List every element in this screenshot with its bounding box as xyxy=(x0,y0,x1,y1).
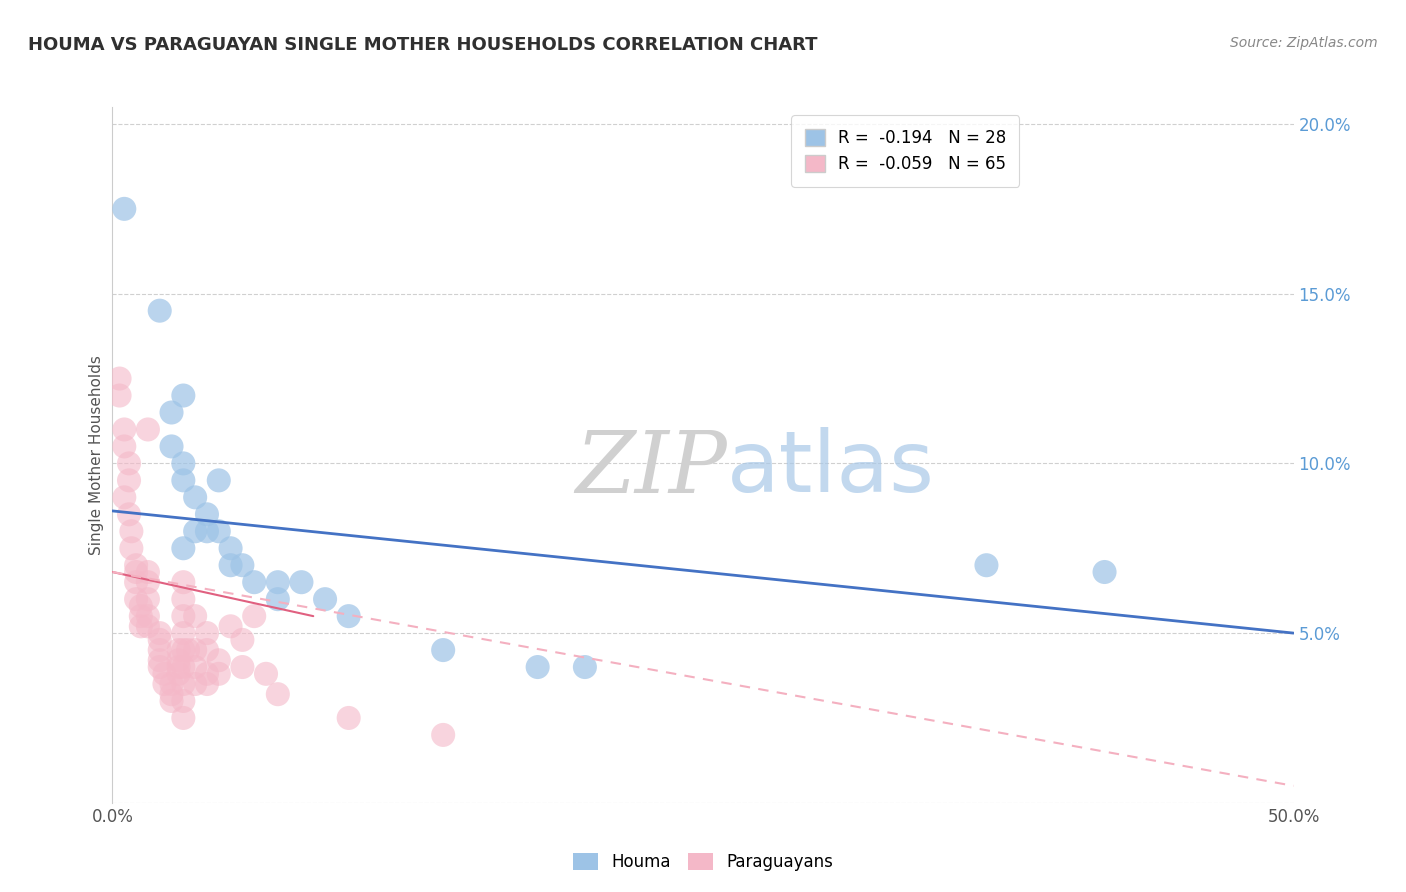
Point xyxy=(118,474,141,488)
Point xyxy=(432,643,454,657)
Point xyxy=(136,422,159,436)
Point xyxy=(149,660,172,674)
Point xyxy=(112,439,135,453)
Point xyxy=(195,643,218,657)
Point xyxy=(219,619,242,633)
Point xyxy=(337,711,360,725)
Point xyxy=(129,609,152,624)
Point xyxy=(129,619,152,633)
Point xyxy=(160,687,183,701)
Point xyxy=(219,541,242,556)
Point xyxy=(136,609,159,624)
Point xyxy=(125,575,148,590)
Point xyxy=(136,619,159,633)
Text: HOUMA VS PARAGUAYAN SINGLE MOTHER HOUSEHOLDS CORRELATION CHART: HOUMA VS PARAGUAYAN SINGLE MOTHER HOUSEH… xyxy=(28,36,818,54)
Point xyxy=(184,660,207,674)
Point xyxy=(231,632,253,647)
Point xyxy=(172,694,194,708)
Point xyxy=(136,565,159,579)
Point xyxy=(136,592,159,607)
Point xyxy=(112,422,135,436)
Point xyxy=(172,609,194,624)
Point xyxy=(167,666,190,681)
Point xyxy=(172,660,194,674)
Point xyxy=(160,694,183,708)
Point xyxy=(195,666,218,681)
Point xyxy=(195,626,218,640)
Point xyxy=(314,592,336,607)
Point xyxy=(184,609,207,624)
Point xyxy=(112,491,135,505)
Point xyxy=(167,653,190,667)
Point xyxy=(195,524,218,539)
Point xyxy=(120,541,142,556)
Point xyxy=(432,728,454,742)
Point xyxy=(976,558,998,573)
Point xyxy=(172,457,194,471)
Point xyxy=(337,609,360,624)
Point xyxy=(112,202,135,216)
Point xyxy=(129,599,152,613)
Point xyxy=(120,524,142,539)
Point xyxy=(267,592,290,607)
Point xyxy=(125,592,148,607)
Point xyxy=(172,711,194,725)
Point xyxy=(149,643,172,657)
Text: atlas: atlas xyxy=(727,427,935,510)
Point xyxy=(526,660,548,674)
Point xyxy=(172,474,194,488)
Point xyxy=(160,405,183,419)
Point xyxy=(290,575,312,590)
Point xyxy=(160,439,183,453)
Point xyxy=(219,558,242,573)
Point xyxy=(184,643,207,657)
Point xyxy=(231,660,253,674)
Point xyxy=(153,666,176,681)
Text: ZIP: ZIP xyxy=(575,427,727,510)
Point xyxy=(208,666,231,681)
Point xyxy=(172,388,194,402)
Point xyxy=(195,677,218,691)
Point xyxy=(160,677,183,691)
Point xyxy=(243,575,266,590)
Point xyxy=(184,524,207,539)
Point xyxy=(195,508,218,522)
Point xyxy=(177,643,200,657)
Point xyxy=(208,653,231,667)
Point xyxy=(574,660,596,674)
Point xyxy=(267,687,290,701)
Point xyxy=(172,592,194,607)
Point xyxy=(108,388,131,402)
Point xyxy=(231,558,253,573)
Point xyxy=(208,524,231,539)
Point xyxy=(172,643,194,657)
Point xyxy=(267,575,290,590)
Point xyxy=(149,303,172,318)
Point xyxy=(208,474,231,488)
Point xyxy=(1094,565,1116,579)
Y-axis label: Single Mother Households: Single Mother Households xyxy=(89,355,104,555)
Point xyxy=(172,677,194,691)
Point xyxy=(172,575,194,590)
Text: Source: ZipAtlas.com: Source: ZipAtlas.com xyxy=(1230,36,1378,50)
Legend: Houma, Paraguayans: Houma, Paraguayans xyxy=(567,847,839,878)
Point xyxy=(149,632,172,647)
Point xyxy=(254,666,277,681)
Point xyxy=(172,541,194,556)
Point xyxy=(108,371,131,385)
Point xyxy=(149,626,172,640)
Point xyxy=(136,575,159,590)
Point xyxy=(184,677,207,691)
Point xyxy=(167,643,190,657)
Point xyxy=(118,508,141,522)
Point xyxy=(172,626,194,640)
Point xyxy=(184,491,207,505)
Point xyxy=(118,457,141,471)
Point xyxy=(153,677,176,691)
Point xyxy=(125,558,148,573)
Point xyxy=(149,653,172,667)
Point xyxy=(167,660,190,674)
Point xyxy=(243,609,266,624)
Point xyxy=(125,565,148,579)
